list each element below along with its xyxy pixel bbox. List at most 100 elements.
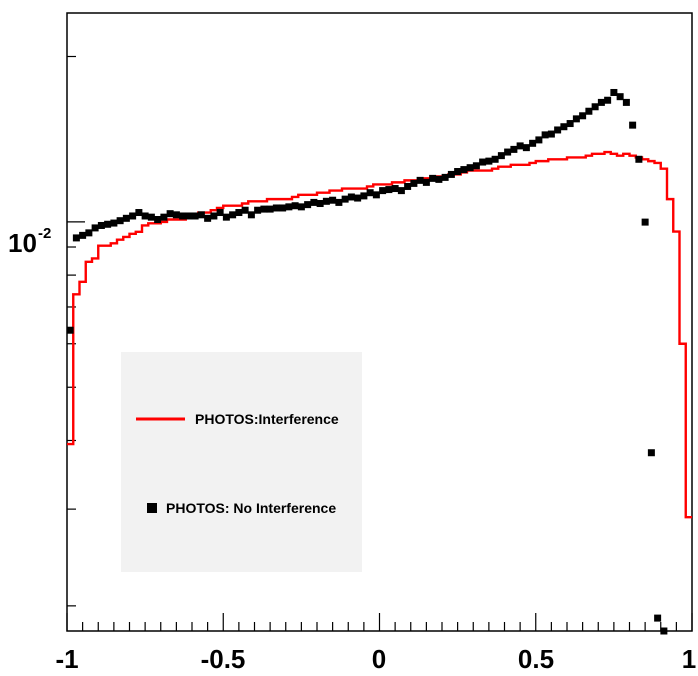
data-point <box>97 221 105 229</box>
svg-text:10: 10 <box>8 228 37 258</box>
legend-square-symbol <box>147 503 157 513</box>
data-point <box>647 449 655 457</box>
data-point <box>460 166 468 174</box>
data-point <box>385 186 393 194</box>
x-tick-label: 0 <box>372 644 386 674</box>
data-point <box>272 204 280 212</box>
data-point <box>604 96 612 104</box>
data-point <box>285 203 293 211</box>
data-point <box>160 213 168 221</box>
data-point <box>491 155 499 163</box>
data-point <box>616 93 624 101</box>
data-point <box>466 164 474 172</box>
data-point <box>422 178 430 186</box>
data-point <box>322 197 330 205</box>
data-point <box>591 103 599 111</box>
data-point <box>629 121 637 129</box>
legend-box <box>121 352 362 572</box>
data-point <box>279 204 287 212</box>
data-point <box>304 201 312 209</box>
data-point <box>454 168 462 176</box>
data-point <box>560 123 568 131</box>
data-point <box>416 176 424 184</box>
data-point <box>147 213 155 221</box>
data-point <box>104 220 112 228</box>
data-point <box>554 126 562 134</box>
data-point <box>485 157 493 165</box>
x-tick-label: -1 <box>55 644 78 674</box>
data-point <box>397 187 405 195</box>
data-point <box>535 136 543 144</box>
data-point <box>566 120 574 128</box>
data-point <box>341 195 349 203</box>
data-point <box>522 144 530 152</box>
data-point <box>529 139 537 147</box>
x-tick-label: -0.5 <box>201 644 246 674</box>
data-point <box>622 98 630 106</box>
data-point <box>141 212 149 220</box>
data-point <box>435 175 443 183</box>
data-point <box>585 107 593 115</box>
data-point <box>479 158 487 166</box>
data-point <box>497 152 505 160</box>
data-point <box>360 192 368 200</box>
data-point <box>504 148 512 156</box>
data-point <box>185 212 193 220</box>
data-point <box>166 210 174 218</box>
data-point <box>404 182 412 190</box>
x-tick-label: 1 <box>682 644 696 674</box>
interference-step-line <box>67 150 692 519</box>
data-point <box>172 211 180 219</box>
data-point <box>154 216 162 223</box>
data-point <box>429 174 437 182</box>
data-point <box>110 219 118 227</box>
data-point <box>329 196 337 204</box>
data-point <box>510 145 518 153</box>
data-point <box>541 131 549 139</box>
data-point <box>79 231 87 239</box>
data-point <box>347 193 355 201</box>
data-point <box>247 211 255 219</box>
data-point <box>641 218 649 226</box>
data-point <box>191 212 199 220</box>
data-point <box>441 173 449 181</box>
data-point <box>216 209 224 217</box>
y-axis-ticks <box>67 55 85 607</box>
x-axis-ticks <box>66 613 693 631</box>
data-point <box>291 202 299 210</box>
data-point <box>660 627 668 635</box>
x-tick-label: 0.5 <box>518 644 554 674</box>
data-point <box>260 205 268 213</box>
data-point <box>610 88 618 96</box>
data-point <box>354 194 362 202</box>
data-point <box>91 224 99 232</box>
legend-label-no-interference: PHOTOS: No Interference <box>166 500 336 516</box>
data-point <box>579 112 587 120</box>
data-point <box>547 130 555 138</box>
data-point <box>72 234 80 242</box>
data-point <box>316 200 324 208</box>
data-point <box>366 189 374 197</box>
data-point <box>379 187 387 195</box>
data-point <box>335 198 343 206</box>
data-point <box>635 155 643 163</box>
data-point <box>229 211 237 219</box>
data-point <box>66 326 74 334</box>
data-point <box>447 170 455 178</box>
data-point <box>210 212 218 220</box>
data-point <box>410 179 418 187</box>
data-point <box>135 209 143 217</box>
series-interference <box>67 150 692 519</box>
data-point <box>85 229 93 237</box>
svg-text:-2: -2 <box>38 225 51 242</box>
data-point <box>254 206 262 214</box>
data-point <box>222 213 230 221</box>
data-point <box>129 212 137 220</box>
data-point <box>204 214 212 222</box>
x-axis-tick-labels: -1 -0.5 0 0.5 1 <box>55 644 696 674</box>
data-point <box>116 217 124 225</box>
data-point <box>372 191 380 199</box>
data-point <box>235 209 243 217</box>
legend-label-interference: PHOTOS:Interference <box>195 411 339 427</box>
